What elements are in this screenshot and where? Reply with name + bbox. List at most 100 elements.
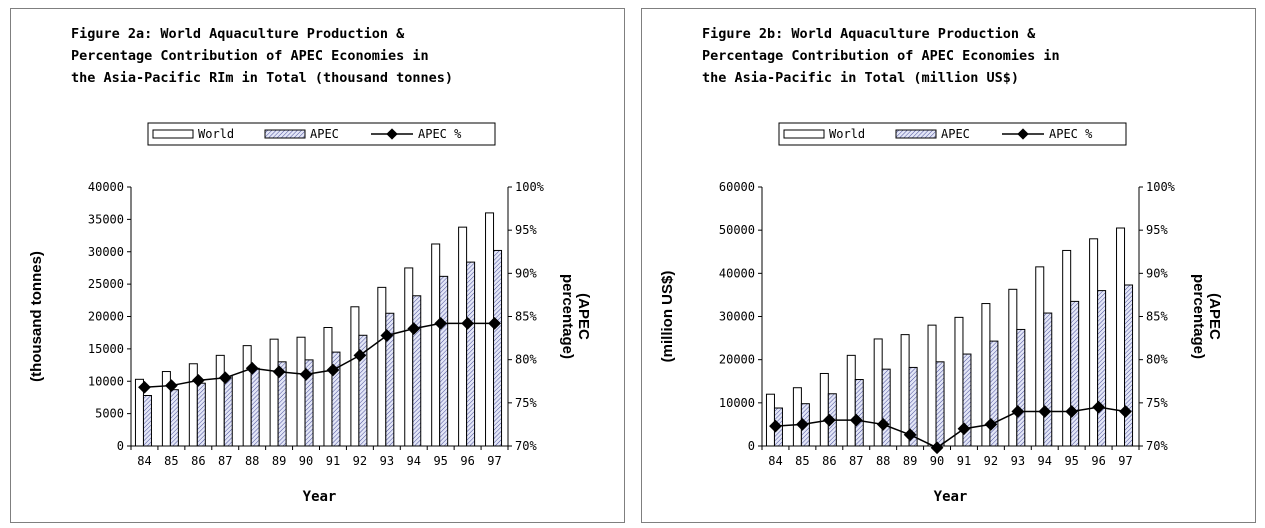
y2-axis-title-line2: percentage): [1190, 274, 1207, 359]
x-tick-label: 90: [930, 454, 944, 468]
bar-apec: [962, 353, 972, 447]
y2-axis-title-line1: (APEC: [1206, 293, 1223, 340]
bar-world: [215, 354, 225, 447]
legend-marker-apec-pct: [1017, 128, 1029, 140]
bar-apec: [935, 361, 945, 447]
y-tick-label: 20000: [88, 310, 124, 324]
legend: World APEC APEC %: [147, 122, 496, 146]
title-line: Percentage Contribution of APEC Economie…: [71, 48, 429, 64]
y2-tick-label: 70%: [515, 439, 537, 453]
y2-tick-label: 80%: [1146, 353, 1168, 367]
bar-world: [1035, 266, 1045, 447]
x-tick-label: 92: [353, 454, 367, 468]
y2-tick-label: 95%: [1146, 223, 1168, 237]
point-apec-pct: [434, 317, 448, 330]
legend: World APEC APEC %: [778, 122, 1127, 146]
bar-world: [1089, 238, 1099, 447]
point-apec-pct: [245, 361, 259, 375]
point-apec-pct: [380, 329, 394, 342]
legend-label-apec-pct: APEC %: [1049, 127, 1093, 141]
y-tick-label: 20000: [719, 353, 755, 367]
bar-apec: [881, 368, 891, 447]
y-tick-label: 35000: [88, 212, 124, 226]
chart-2a: World APEC APEC % 0 5000 10000 15000 20000 25000…: [28, 122, 592, 505]
legend-swatch-apec: [895, 129, 937, 139]
bar-apec: [250, 367, 260, 447]
bar-apec: [277, 361, 287, 447]
legend-swatch-world: [152, 129, 194, 139]
bar-world: [458, 226, 468, 447]
title-line: Figure 2b: World Aquaculture Production …: [702, 26, 1036, 42]
x-tick-label: 96: [460, 454, 474, 468]
bar-world: [927, 324, 937, 447]
y-tick-label: 40000: [88, 180, 124, 194]
bar-world: [404, 267, 414, 447]
x-tick-label: 92: [984, 454, 998, 468]
x-tick-label: 84: [137, 454, 151, 468]
x-tick-label: 94: [407, 454, 421, 468]
y-tick-label: 60000: [719, 180, 755, 194]
y-tick-label: 0: [117, 439, 124, 453]
x-tick-label: 91: [326, 454, 340, 468]
bar-world: [1062, 249, 1072, 447]
y-tick-label: 40000: [719, 266, 755, 280]
title-line: Percentage Contribution of APEC Economie…: [702, 48, 1060, 64]
point-apec-pct: [191, 374, 205, 387]
x-tick-label: 97: [487, 454, 501, 468]
x-tick-label: 91: [957, 454, 971, 468]
bar-apec: [466, 261, 476, 447]
legend-label-world: World: [829, 127, 865, 141]
y-tick-label: 25000: [88, 277, 124, 291]
bar-apec: [331, 351, 341, 447]
chart-panel-2b: Figure 2b: World Aquaculture Production …: [641, 8, 1256, 523]
bar-world: [323, 327, 333, 447]
x-tick-label: 94: [1038, 454, 1052, 468]
x-tick-label: 88: [245, 454, 259, 468]
y2-tick-label: 80%: [515, 353, 537, 367]
y2-axis-title-line1: (APEC: [575, 293, 592, 340]
point-apec-pct: [138, 380, 151, 394]
legend-box: [147, 122, 496, 146]
y-axis-title: (thousand tonnes): [28, 251, 45, 382]
chart-panel-2a: Figure 2a: World Aquaculture Production …: [10, 8, 625, 523]
bar-world: [792, 387, 802, 447]
legend-swatch-world: [783, 129, 825, 139]
y2-tick-label: 95%: [515, 223, 537, 237]
bar-world: [765, 393, 775, 447]
bar-world: [431, 243, 441, 447]
bar-apec: [385, 312, 395, 447]
x-tick-label: 97: [1118, 454, 1132, 468]
title-line: Figure 2a: World Aquaculture Production …: [71, 26, 405, 42]
bar-apec: [304, 359, 314, 447]
y2-tick-label: 85%: [515, 310, 537, 324]
bar-world: [242, 345, 252, 447]
bar-apec: [1043, 312, 1053, 447]
chart-2b: World APEC APEC % 0 10000 20000 30000 40000 5000…: [659, 122, 1223, 505]
y-tick-label: 10000: [719, 396, 755, 410]
bar-world: [900, 334, 910, 447]
x-tick-label: 95: [1064, 454, 1078, 468]
legend-label-apec-pct: APEC %: [418, 127, 462, 141]
x-tick-label: 93: [1011, 454, 1025, 468]
legend-label-apec: APEC: [941, 127, 970, 141]
point-apec-pct: [488, 317, 501, 330]
y2-tick-label: 90%: [1146, 266, 1168, 280]
y2-tick-label: 85%: [1146, 310, 1168, 324]
x-axis-title: Year: [934, 489, 968, 505]
point-apec-pct: [1119, 405, 1132, 418]
bar-apec: [1097, 290, 1107, 447]
y-tick-label: 30000: [719, 310, 755, 324]
x-tick-label: 84: [768, 454, 782, 468]
point-apec-pct: [461, 317, 474, 330]
point-apec-pct: [1011, 405, 1025, 418]
legend-label-apec: APEC: [310, 127, 339, 141]
bar-world: [350, 306, 360, 447]
chart-title-2a: Figure 2a: World Aquaculture Production …: [71, 23, 611, 89]
point-apec-pct: [903, 428, 917, 442]
bar-world: [269, 338, 279, 447]
y-axis-title: (million US$): [659, 271, 676, 363]
x-tick-label: 90: [299, 454, 313, 468]
point-apec-pct: [769, 419, 782, 433]
y2-tick-label: 75%: [515, 396, 537, 410]
bar-apec: [142, 394, 152, 447]
